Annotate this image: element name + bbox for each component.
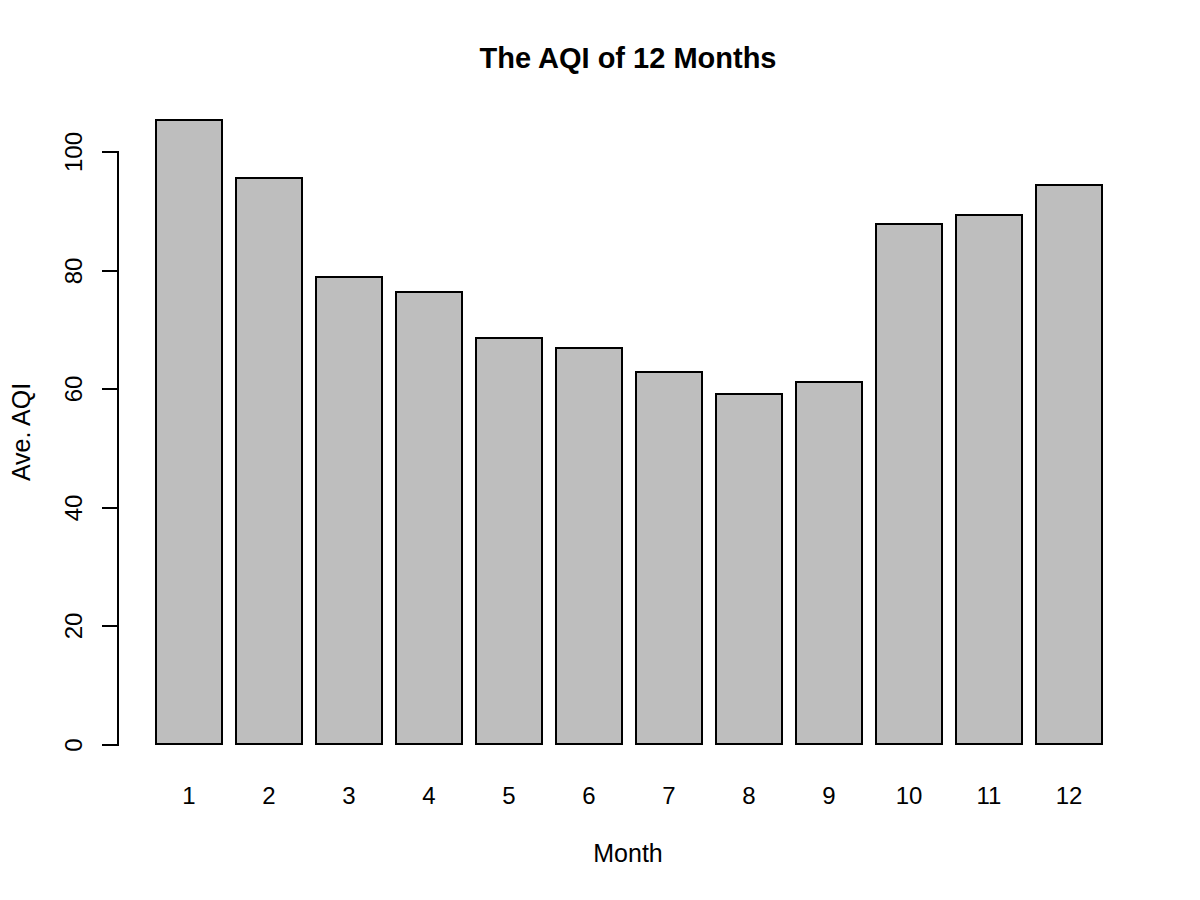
- y-tick-label: 20: [60, 613, 88, 640]
- y-axis-label: Ave. AQI: [7, 383, 36, 481]
- y-tick-label: 80: [60, 257, 88, 284]
- bar-month-2: [235, 177, 303, 745]
- bar-month-11: [955, 214, 1023, 745]
- x-tick-label-month-7: 7: [662, 782, 675, 810]
- y-axis-tick: [102, 507, 118, 509]
- y-axis-tick: [102, 151, 118, 153]
- bar-month-4: [395, 291, 463, 745]
- x-tick-label-month-9: 9: [822, 782, 835, 810]
- y-axis-tick: [102, 744, 118, 746]
- x-tick-label-month-10: 10: [896, 782, 923, 810]
- aqi-bar-chart: The AQI of 12 Months Ave. AQI Month 0 20 4…: [0, 0, 1200, 900]
- y-tick-label: 40: [60, 494, 88, 521]
- bar-month-12: [1035, 184, 1103, 745]
- x-tick-label-month-1: 1: [182, 782, 195, 810]
- chart-title: The AQI of 12 Months: [480, 42, 777, 75]
- x-tick-label-month-3: 3: [342, 782, 355, 810]
- y-axis-tick: [102, 270, 118, 272]
- x-tick-label-month-6: 6: [582, 782, 595, 810]
- bar-month-8: [715, 393, 783, 745]
- bar-month-9: [795, 381, 863, 745]
- y-tick-label: 60: [60, 376, 88, 403]
- y-axis-tick: [102, 625, 118, 627]
- x-tick-label-month-2: 2: [262, 782, 275, 810]
- bar-month-6: [555, 347, 623, 745]
- y-tick-label: 100: [60, 132, 88, 172]
- bar-month-5: [475, 337, 543, 745]
- x-tick-label-month-11: 11: [977, 782, 1002, 810]
- x-tick-label-month-8: 8: [742, 782, 755, 810]
- x-tick-label-month-4: 4: [422, 782, 435, 810]
- bar-month-1: [155, 119, 223, 745]
- y-axis-line: [117, 151, 119, 746]
- bar-month-10: [875, 223, 943, 745]
- y-axis-tick: [102, 388, 118, 390]
- x-tick-label-month-12: 12: [1056, 782, 1083, 810]
- x-axis-label: Month: [593, 839, 662, 868]
- bar-month-7: [635, 371, 703, 745]
- bar-month-3: [315, 276, 383, 745]
- x-tick-label-month-5: 5: [502, 782, 515, 810]
- y-tick-label: 0: [60, 738, 88, 751]
